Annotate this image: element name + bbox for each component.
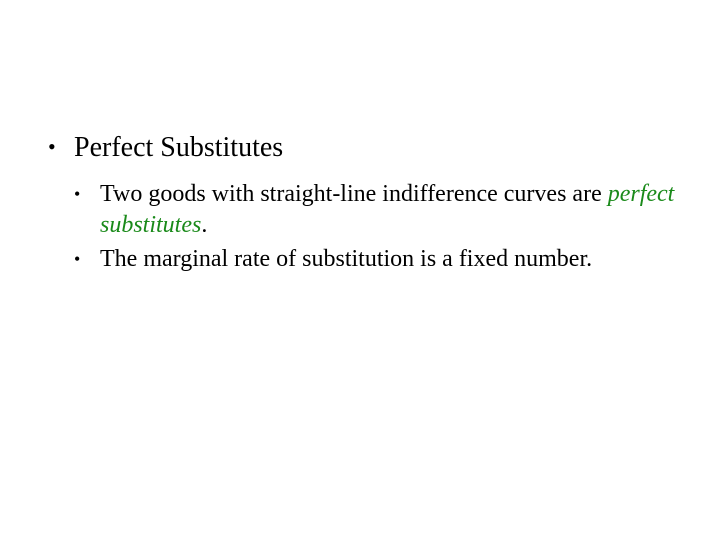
text-run: . <box>201 212 207 238</box>
list-item-text: Two goods with straight-line indifferenc… <box>100 179 688 240</box>
text-run: The marginal rate of substitution is a f… <box>100 246 592 272</box>
bullet-icon: • <box>74 244 100 271</box>
list-item: • The marginal rate of substitution is a… <box>74 244 688 275</box>
list-item: • Two goods with straight-line indiffere… <box>74 179 688 240</box>
bullet-icon: • <box>74 179 100 206</box>
list-item-text: The marginal rate of substitution is a f… <box>100 244 688 275</box>
bullet-list-level2: • Two goods with straight-line indiffere… <box>74 179 688 275</box>
list-item: • Perfect Substitutes <box>48 130 688 165</box>
slide: • Perfect Substitutes • Two goods with s… <box>0 0 720 540</box>
bullet-icon: • <box>48 130 74 161</box>
list-item-text: Perfect Substitutes <box>74 130 688 165</box>
text-run: Two goods with straight-line indifferenc… <box>100 181 608 207</box>
bullet-list-level1: • Perfect Substitutes • Two goods with s… <box>48 130 688 279</box>
